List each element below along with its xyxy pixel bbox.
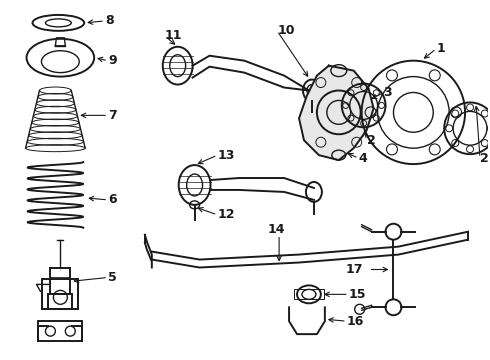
Text: 5: 5 xyxy=(108,271,117,284)
Text: 16: 16 xyxy=(347,315,364,328)
Text: 2: 2 xyxy=(367,134,375,147)
Text: 11: 11 xyxy=(165,29,182,42)
Text: 15: 15 xyxy=(349,288,366,301)
Text: 12: 12 xyxy=(218,208,235,221)
Polygon shape xyxy=(299,66,373,160)
Text: 8: 8 xyxy=(105,14,114,27)
Text: 3: 3 xyxy=(384,86,392,99)
Text: 6: 6 xyxy=(108,193,117,206)
Text: 7: 7 xyxy=(108,109,117,122)
Text: 10: 10 xyxy=(277,24,294,37)
Text: 2: 2 xyxy=(480,152,489,165)
Text: 4: 4 xyxy=(359,152,368,165)
Text: 14: 14 xyxy=(267,223,285,236)
Text: 17: 17 xyxy=(346,263,363,276)
Text: 1: 1 xyxy=(436,42,445,55)
Text: 13: 13 xyxy=(218,149,235,162)
Text: 9: 9 xyxy=(108,54,117,67)
